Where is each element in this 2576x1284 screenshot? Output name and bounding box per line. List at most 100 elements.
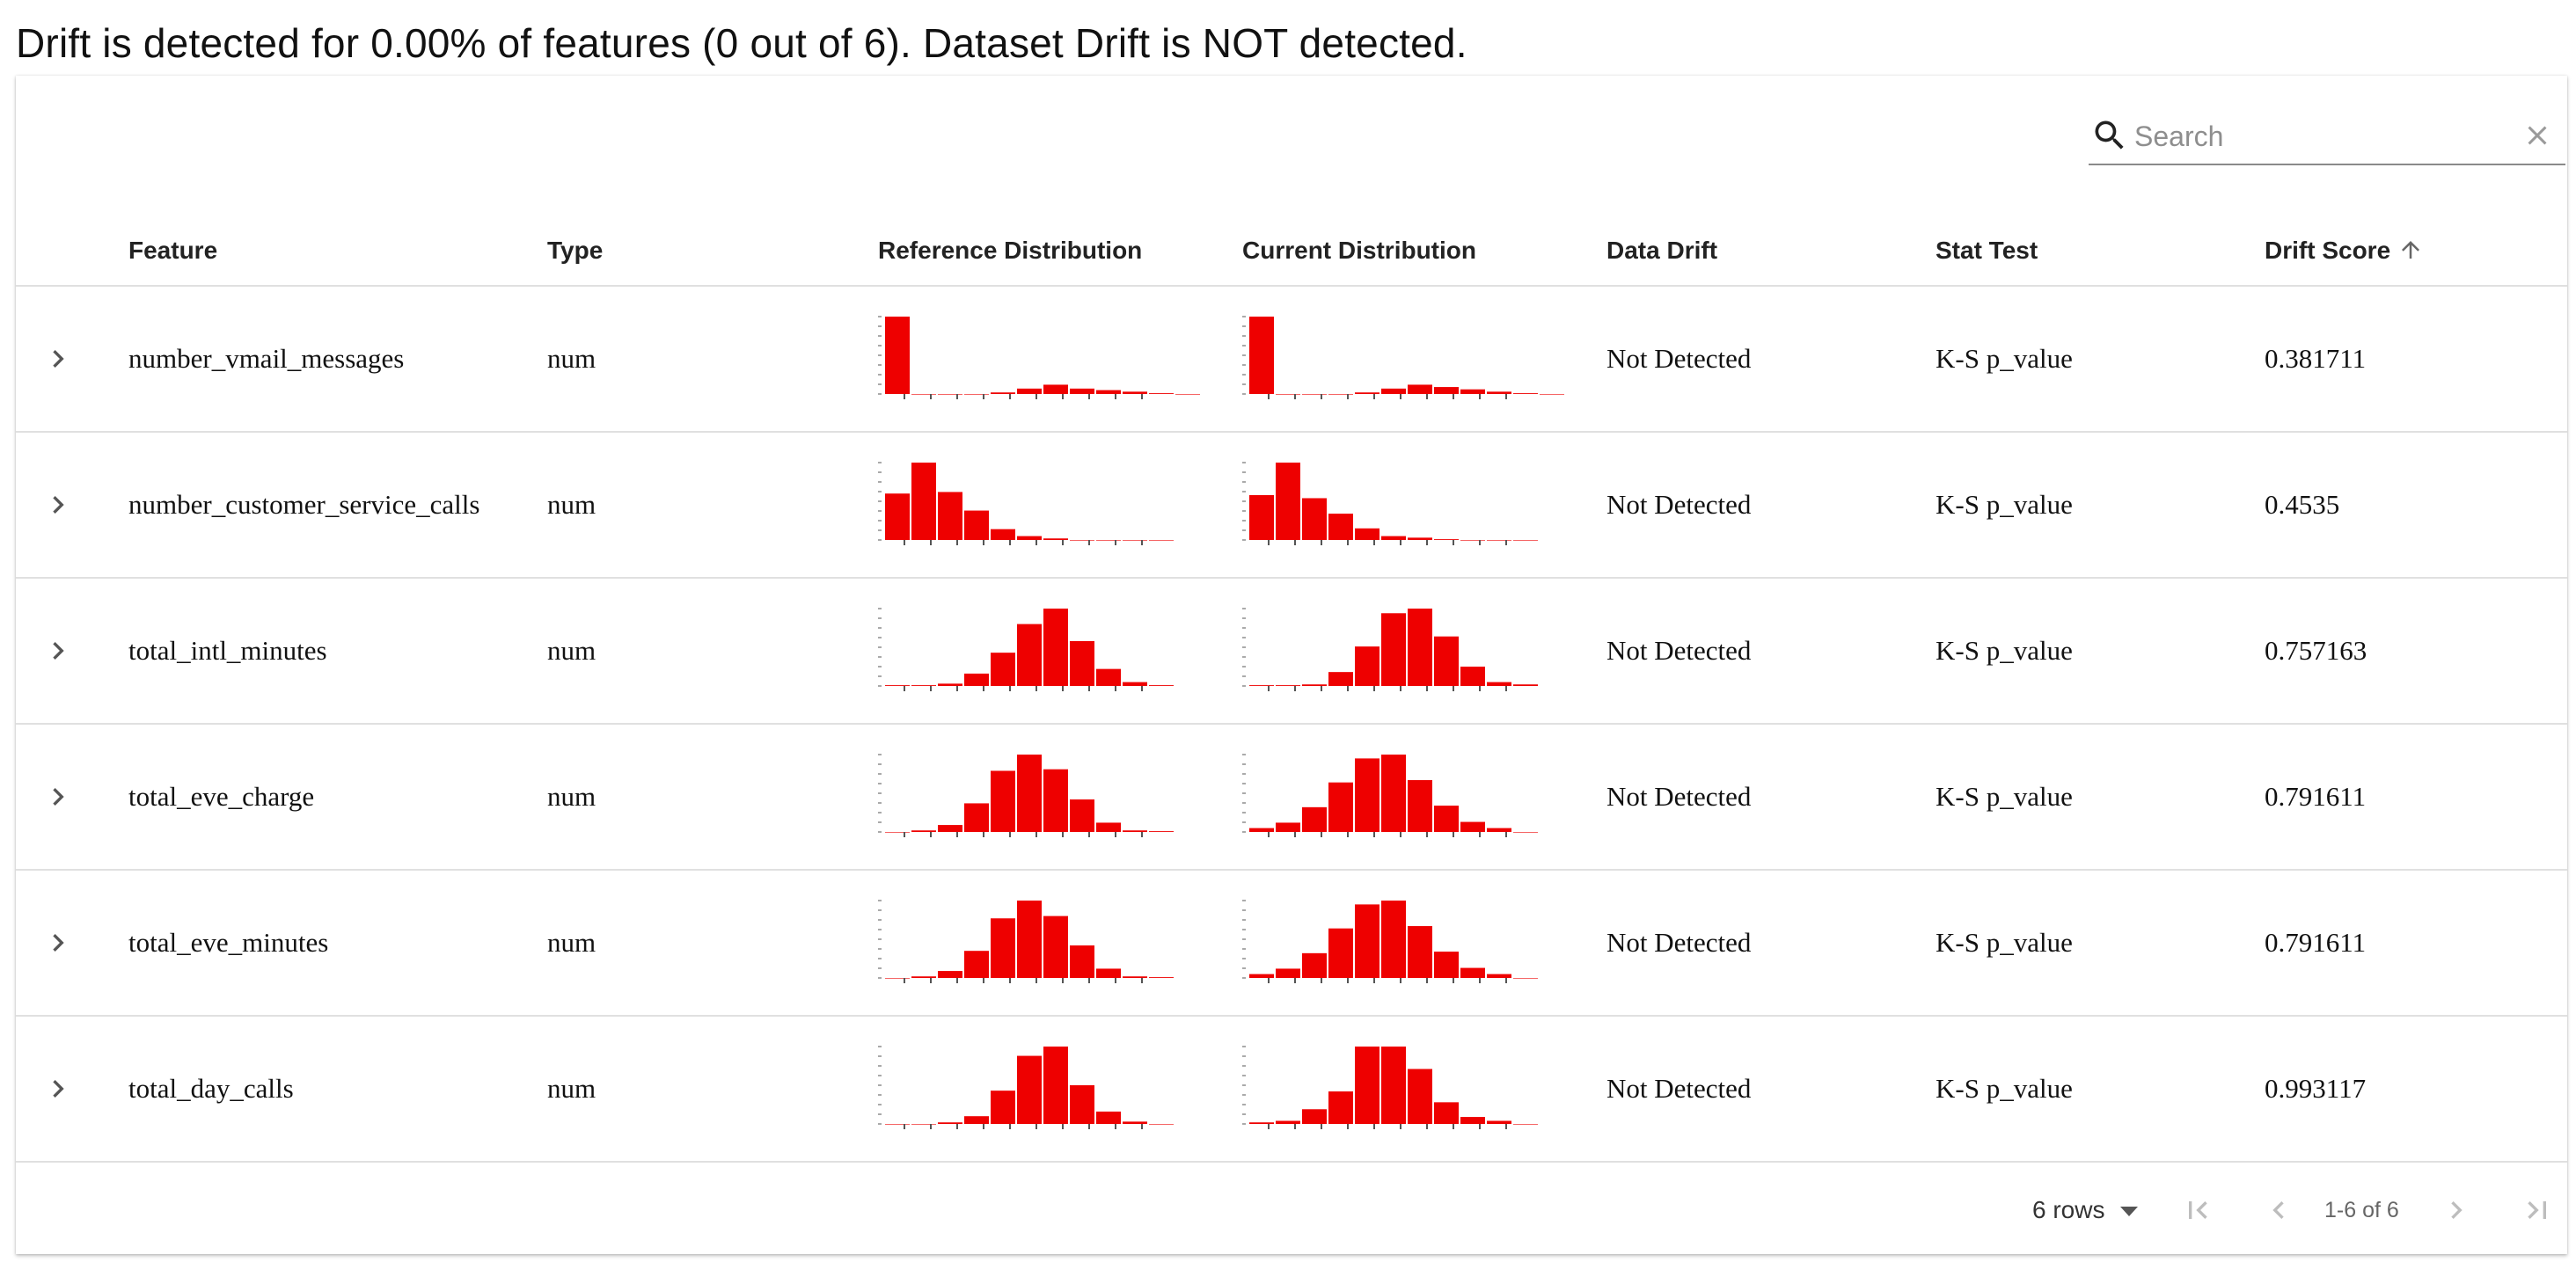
column-header-feature[interactable]: Feature [128, 237, 218, 264]
feature-name: total_intl_minutes [128, 635, 327, 666]
feature-name: total_day_calls [128, 1073, 294, 1104]
search-input[interactable] [2134, 118, 2486, 155]
table-row[interactable]: total_eve_charge num Not Detected K-S p_val… [16, 725, 2567, 871]
search-icon [2095, 120, 2124, 150]
current-distribution-chart [1242, 1046, 1538, 1129]
arrow-up-icon[interactable] [2397, 237, 2424, 263]
histogram-bar [1460, 540, 1485, 541]
table-row[interactable]: number_vmail_messages num Not Detected K-S … [16, 287, 2567, 433]
table-row[interactable]: total_day_calls num Not Detected K-S p_valu… [16, 1017, 2567, 1163]
expand-chevron-icon[interactable] [40, 633, 76, 668]
histogram-bar [1149, 540, 1174, 541]
histogram-bar [1302, 684, 1327, 686]
first-page-icon[interactable] [2180, 1193, 2215, 1228]
histogram-bar [1408, 1069, 1432, 1124]
next-page-icon[interactable] [2439, 1193, 2474, 1228]
histogram-bar [911, 830, 936, 832]
histogram-bar [1249, 1122, 1274, 1124]
histogram-bar [1487, 391, 1511, 394]
data-drift-status: Not Detected [1606, 489, 1752, 520]
histogram-bar [1328, 394, 1353, 395]
histogram-bar [1070, 799, 1094, 832]
histogram-bar [885, 317, 910, 394]
histogram-bar [991, 770, 1015, 832]
data-drift-status: Not Detected [1606, 1073, 1752, 1104]
histogram-bar [1175, 394, 1200, 395]
histogram-bar [964, 951, 989, 978]
table-row[interactable]: total_intl_minutes num Not Detected K-S p_v… [16, 579, 2567, 725]
histogram-bar [1149, 977, 1174, 978]
data-drift-status: Not Detected [1606, 927, 1752, 958]
expand-chevron-icon[interactable] [40, 1071, 76, 1106]
histogram-bar [964, 673, 989, 686]
histogram-bar [1149, 393, 1174, 394]
rows-per-page-select[interactable]: 6 rows [2032, 1189, 2139, 1231]
histogram-bar [938, 492, 962, 540]
expand-chevron-icon[interactable] [40, 487, 76, 522]
histogram-bar [1017, 901, 1042, 978]
histogram-bar [1276, 394, 1300, 395]
clear-search-icon[interactable] [2521, 120, 2553, 151]
histogram-bar [1276, 685, 1300, 686]
histogram-bar [1355, 646, 1379, 686]
histogram-bar [1302, 806, 1327, 832]
current-distribution-chart [1242, 754, 1538, 837]
histogram-bar [885, 832, 910, 833]
reference-distribution-chart [878, 316, 1200, 399]
column-header-drift-score[interactable]: Drift Score [2265, 216, 2424, 285]
column-header-stat-test[interactable]: Stat Test [1936, 237, 2038, 264]
histogram-bar [964, 1116, 989, 1124]
pagination-range: 1-6 of 6 [2324, 1198, 2399, 1222]
stat-test-name: K-S p_value [1936, 635, 2073, 666]
table-header: Feature Type Reference Distribution Curr… [16, 216, 2567, 287]
search-box[interactable] [2089, 111, 2565, 165]
expand-chevron-icon[interactable] [40, 925, 76, 960]
histogram-bar [1328, 514, 1353, 540]
histogram-bar [1017, 536, 1042, 540]
table-row[interactable]: number_customer_service_calls num Not Dete… [16, 433, 2567, 579]
column-header-current-distribution[interactable]: Current Distribution [1242, 237, 1476, 264]
histogram-bar [1096, 540, 1121, 541]
histogram-bar [1355, 392, 1379, 394]
histogram-bar [1043, 384, 1068, 394]
histogram-bar [1249, 828, 1274, 832]
previous-page-icon[interactable] [2261, 1193, 2296, 1228]
drift-score-value: 0.791611 [2265, 927, 2367, 958]
histogram-bar [1381, 388, 1406, 394]
histogram-bar [938, 971, 962, 978]
histogram-bar [1276, 822, 1300, 832]
histogram-bar [1434, 387, 1459, 394]
feature-type: num [547, 1073, 596, 1104]
histogram-bar [991, 392, 1015, 394]
column-header-data-drift[interactable]: Data Drift [1606, 237, 1718, 264]
histogram-bar [885, 978, 910, 979]
last-page-icon[interactable] [2520, 1193, 2555, 1228]
feature-type: num [547, 489, 596, 520]
histogram-bar [1302, 1109, 1327, 1124]
histogram-bar [1434, 1102, 1459, 1124]
expand-chevron-icon[interactable] [40, 341, 76, 376]
column-header-reference-distribution[interactable]: Reference Distribution [878, 237, 1143, 264]
expand-chevron-icon[interactable] [40, 779, 76, 814]
histogram-bar [1017, 755, 1042, 832]
histogram-bar [1381, 536, 1406, 540]
histogram-bar [1540, 394, 1564, 395]
histogram-bar [938, 825, 962, 832]
histogram-bar [911, 976, 936, 978]
histogram-bar [964, 510, 989, 540]
table-row[interactable]: total_eve_minutes num Not Detected K-S p_va… [16, 871, 2567, 1017]
histogram-bar [1017, 624, 1042, 686]
histogram-bar [1043, 609, 1068, 686]
histogram-bar [1149, 1124, 1174, 1125]
stat-test-name: K-S p_value [1936, 927, 2073, 958]
histogram-bar [1381, 613, 1406, 686]
histogram-bar [1096, 1111, 1121, 1124]
histogram-bar [1408, 926, 1432, 978]
column-header-type[interactable]: Type [547, 237, 604, 264]
rows-per-page-value: 6 rows [2032, 1196, 2105, 1223]
histogram-bar [1355, 528, 1379, 540]
dropdown-caret-icon [2120, 1207, 2139, 1217]
histogram-bar [911, 1124, 936, 1125]
histogram-bar [1408, 609, 1432, 686]
histogram-bar [964, 394, 989, 395]
